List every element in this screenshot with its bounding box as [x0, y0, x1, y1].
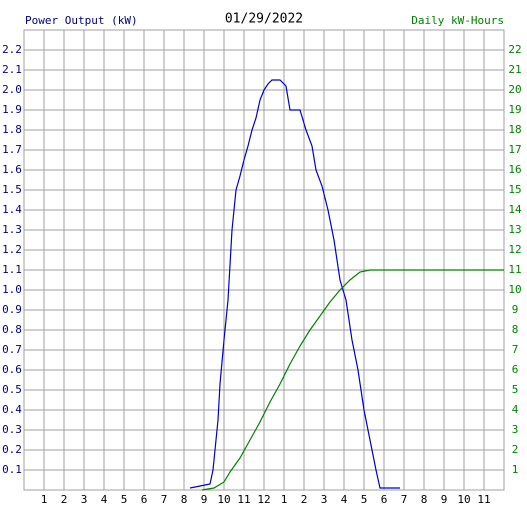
y-tick-label: 1.9	[2, 103, 22, 116]
y2-tick-label: 5	[512, 383, 519, 396]
plot-frame	[23, 29, 505, 491]
line-series	[189, 79, 400, 489]
y2-tick-label: 14	[508, 203, 522, 216]
y2-tick-label: 17	[508, 143, 521, 156]
y2-tick-label: 15	[508, 183, 521, 196]
x-tick-label: 3	[321, 493, 328, 506]
x-tick-label: 6	[381, 493, 388, 506]
y-tick-label: 0.3	[2, 423, 22, 436]
y-tick-label: 1.1	[2, 263, 22, 276]
y-tick-label: 0.8	[2, 323, 22, 336]
line-series	[201, 269, 504, 491]
y2-tick-label: 11	[508, 263, 521, 276]
x-tick-label: 10	[217, 493, 230, 506]
chart-title: 01/29/2022	[225, 12, 303, 27]
y-tick-label: 1.3	[2, 223, 22, 236]
y2-tick-label: 3	[512, 423, 519, 436]
y-tick-label: 0.5	[2, 383, 22, 396]
y2-axis-title: Daily kW-Hours	[411, 14, 504, 27]
x-tick-label: 6	[141, 493, 148, 506]
y-tick-label: 1.2	[2, 243, 22, 256]
y-tick-label: 2.0	[2, 83, 22, 96]
y2-tick-label: 9	[512, 303, 519, 316]
y2-tick-label: 4	[512, 403, 519, 416]
x-tick-label: 10	[457, 493, 470, 506]
y-tick-label: 0.1	[2, 463, 22, 476]
x-tick-label: 11	[477, 493, 490, 506]
x-tick-label: 5	[121, 493, 128, 506]
y-tick-label: 0.7	[2, 343, 22, 356]
x-tick-label: 1	[41, 493, 48, 506]
y-tick-label: 0.2	[2, 443, 22, 456]
y-tick-label: 0.4	[2, 403, 22, 416]
y-tick-label: 1.6	[2, 163, 22, 176]
y-tick-label: 2.2	[2, 43, 22, 56]
y2-tick-label: 16	[508, 163, 521, 176]
y2-tick-label: 13	[508, 223, 521, 236]
x-tick-label: 4	[341, 493, 348, 506]
x-tick-label: 9	[441, 493, 448, 506]
x-tick-label: 2	[61, 493, 68, 506]
x-tick-label: 9	[201, 493, 208, 506]
x-tick-label: 5	[361, 493, 368, 506]
x-tick-label: 3	[81, 493, 88, 506]
x-tick-label: 11	[237, 493, 250, 506]
y-tick-label: 1.0	[2, 283, 22, 296]
y2-tick-label: 10	[508, 283, 521, 296]
y2-tick-label: 19	[508, 103, 521, 116]
y2-tick-label: 18	[508, 123, 521, 136]
x-tick-label: 8	[421, 493, 428, 506]
y-tick-label: 1.7	[2, 143, 22, 156]
y2-tick-label: 1	[512, 463, 519, 476]
y2-tick-label: 6	[512, 363, 519, 376]
y-tick-label: 0.9	[2, 303, 22, 316]
y-tick-label: 1.5	[2, 183, 22, 196]
x-tick-label: 4	[101, 493, 108, 506]
y2-tick-label: 22	[508, 43, 521, 56]
y2-tick-label: 8	[512, 323, 519, 336]
y-tick-label: 0.6	[2, 363, 22, 376]
y-axis-title: Power Output (kW)	[25, 14, 138, 27]
y2-tick-label: 7	[512, 343, 519, 356]
x-tick-label: 12	[257, 493, 270, 506]
x-tick-label: 7	[161, 493, 168, 506]
y2-tick-label: 20	[508, 83, 521, 96]
x-tick-label: 8	[181, 493, 188, 506]
y-tick-label: 2.1	[2, 63, 22, 76]
y2-tick-label: 21	[508, 63, 521, 76]
y2-tick-label: 12	[508, 243, 521, 256]
x-tick-label: 7	[401, 493, 408, 506]
x-tick-label: 2	[301, 493, 308, 506]
y-tick-label: 1.8	[2, 123, 22, 136]
x-tick-label: 1	[281, 493, 288, 506]
y-tick-label: 1.4	[2, 203, 22, 216]
y2-tick-label: 2	[512, 443, 519, 456]
